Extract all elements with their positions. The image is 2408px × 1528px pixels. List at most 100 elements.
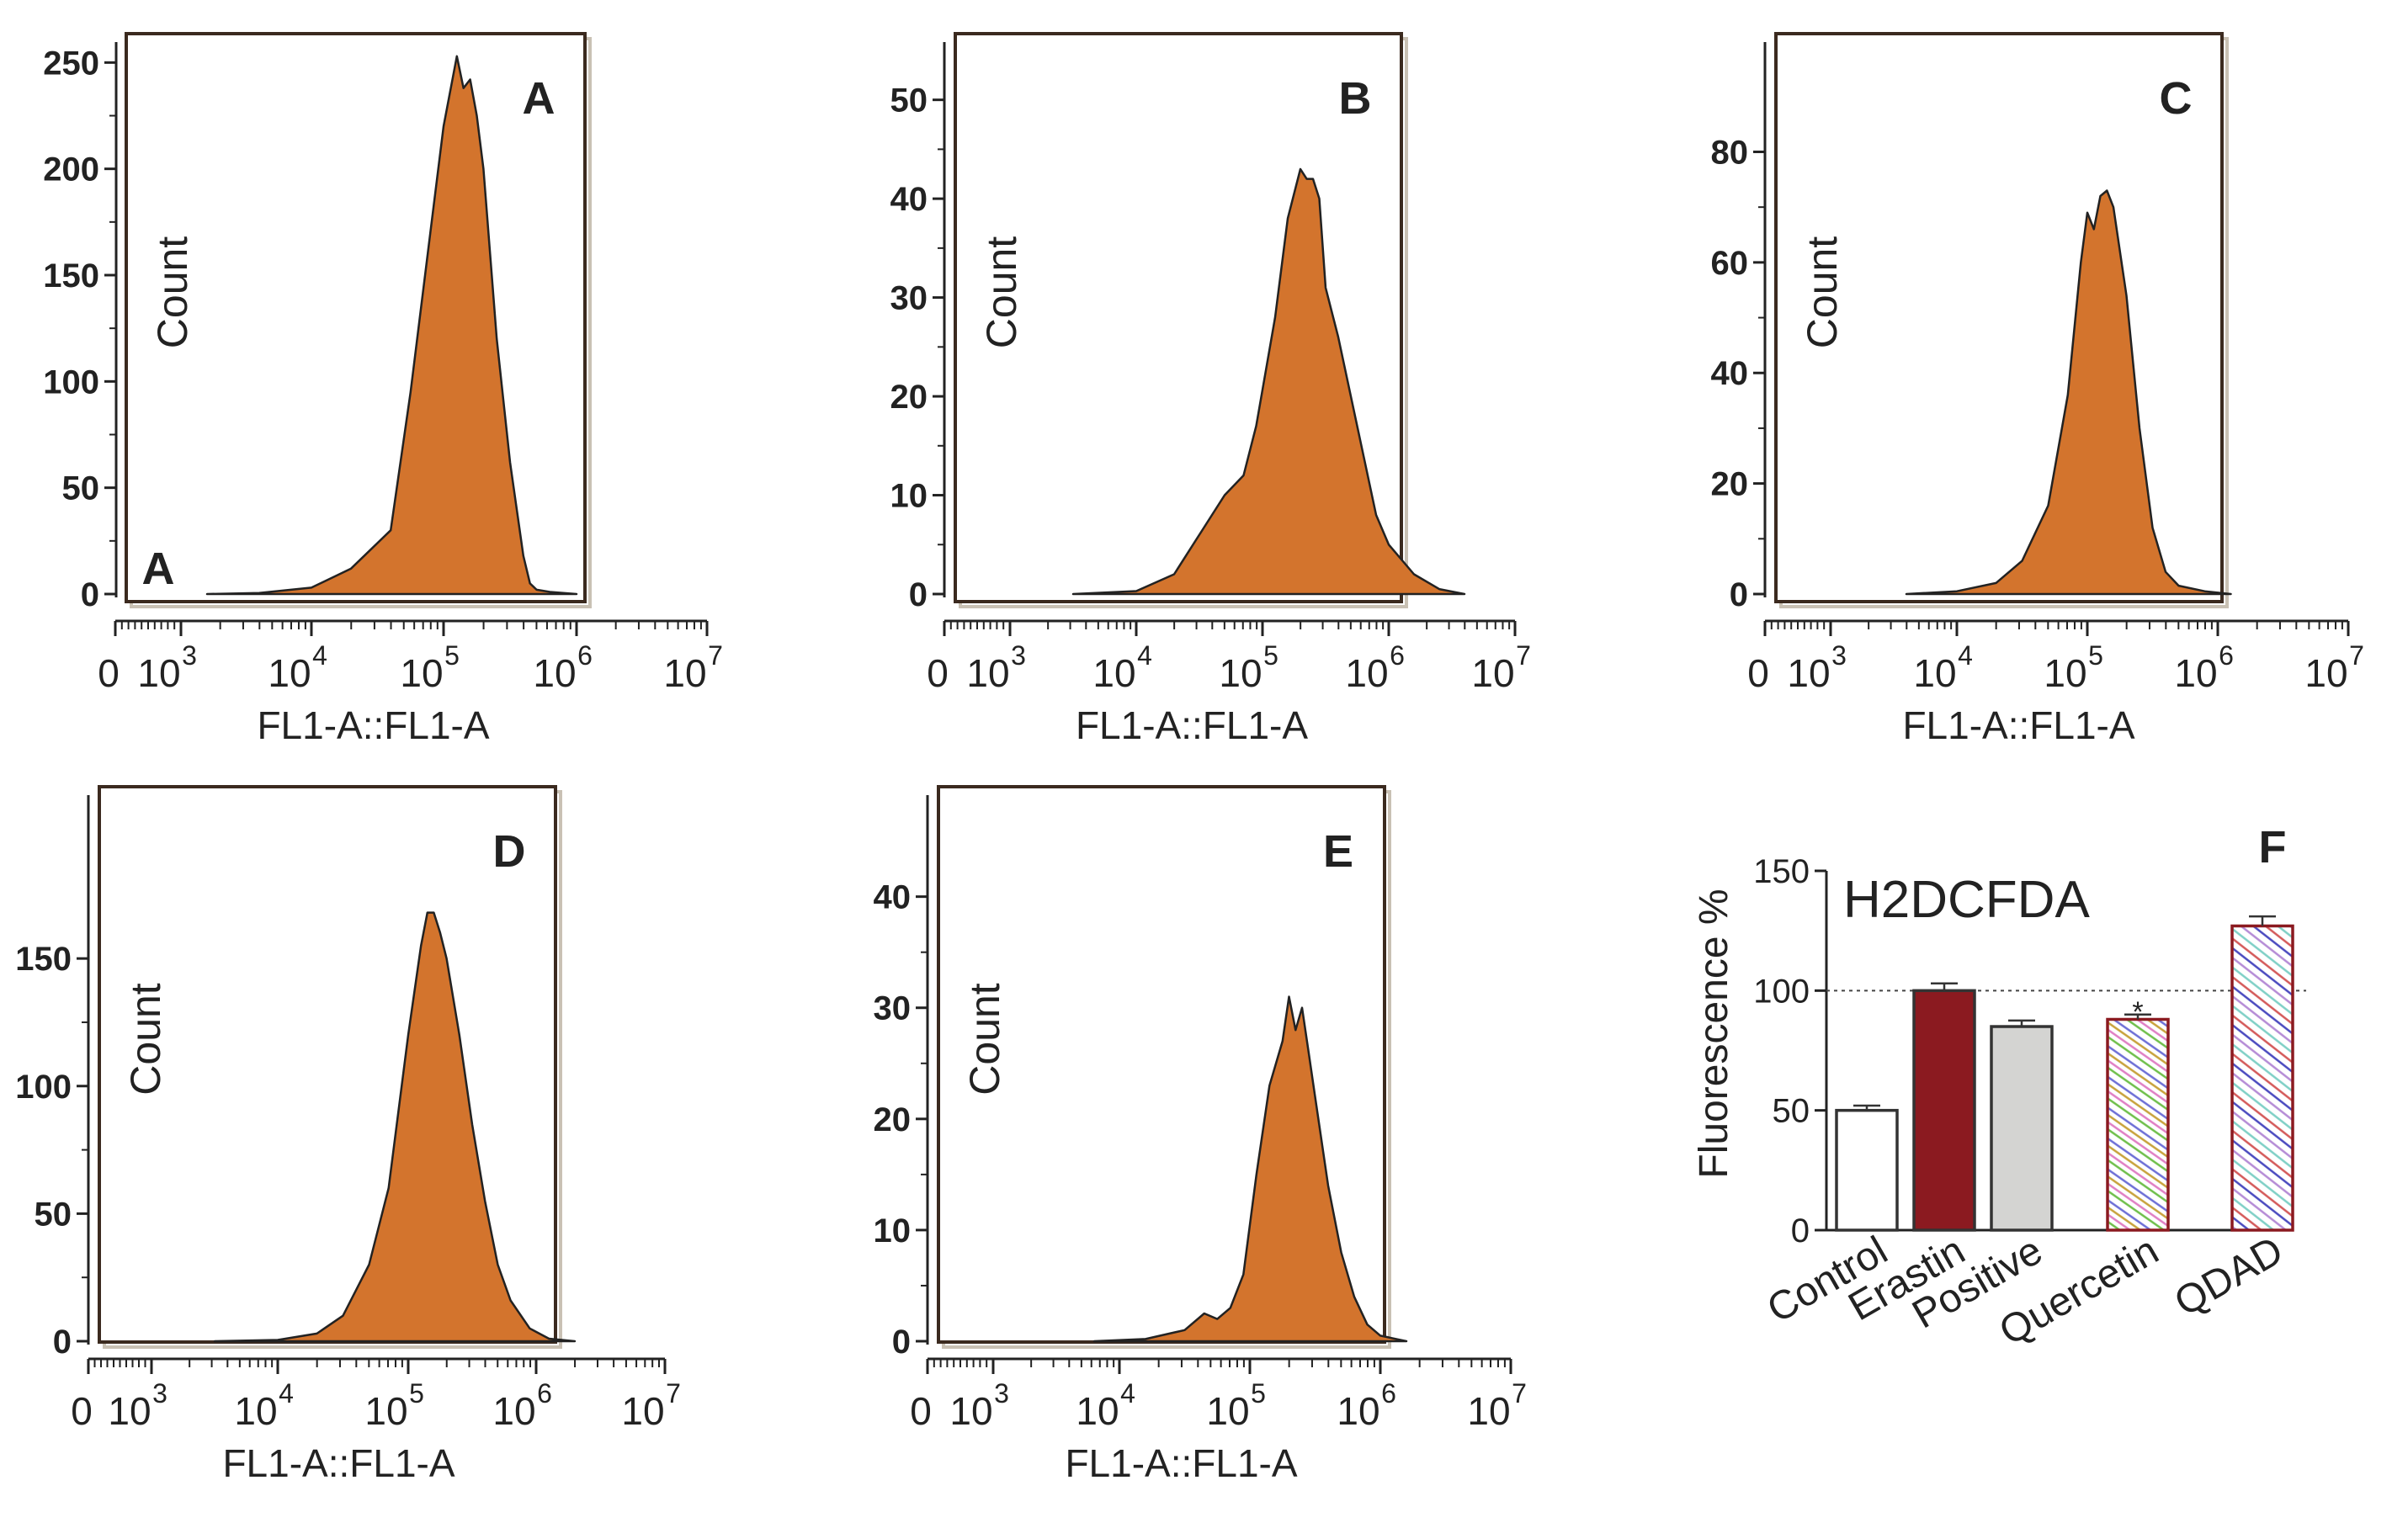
panel-label: B	[1339, 73, 1372, 124]
panel-label: D	[493, 826, 526, 877]
y-tick-label: 30	[890, 280, 928, 317]
y-tick-label: 50	[62, 470, 100, 507]
panel-label: A	[523, 73, 555, 124]
y-tick-label: 150	[15, 941, 72, 978]
y-axis-label: Fluorescence %	[1692, 889, 1736, 1178]
x-tick-label: 10	[1076, 1389, 1119, 1433]
y-tick-label: 80	[1711, 134, 1749, 171]
y-tick-label: 40	[1711, 355, 1749, 392]
x-tick-exponent: 5	[2088, 640, 2103, 671]
panel-label: C	[2160, 73, 2193, 124]
x-tick-exponent: 7	[666, 1378, 681, 1409]
x-tick-exponent: 3	[182, 640, 197, 671]
x-tick-label: 10	[949, 1389, 992, 1433]
x-tick-exponent: 4	[1137, 640, 1152, 671]
x-tick-exponent: 7	[708, 640, 723, 671]
bar	[1912, 989, 1976, 1232]
y-axis-label: Count	[1799, 236, 1846, 349]
y-tick-label: 50	[1773, 1093, 1810, 1130]
x-tick-exponent: 3	[1831, 640, 1847, 671]
x-tick-exponent: 6	[537, 1378, 552, 1409]
y-tick-label: 10	[890, 478, 928, 515]
x-axis-label: FL1-A::FL1-A	[257, 703, 489, 747]
x-tick-exponent: 7	[1516, 640, 1531, 671]
x-tick-exponent: 5	[1263, 640, 1278, 671]
x-tick-label: 10	[1787, 651, 1830, 695]
y-tick-label: 150	[43, 257, 99, 294]
y-tick-label: 100	[15, 1069, 72, 1106]
x-tick-label: 10	[2304, 651, 2347, 695]
x-tick-exponent: 3	[152, 1378, 167, 1409]
x-tick-label: 10	[400, 651, 443, 695]
x-tick-label: 10	[533, 651, 576, 695]
x-tick-exponent: 6	[1390, 640, 1405, 671]
histogram-area	[205, 55, 578, 596]
x-tick-label: 10	[364, 1389, 407, 1433]
x-tick-exponent: 6	[577, 640, 593, 671]
x-tick-exponent: 5	[1251, 1378, 1266, 1409]
y-tick-label: 20	[890, 379, 928, 416]
bar	[1835, 1108, 1899, 1232]
x-tick-label: 10	[966, 651, 1009, 695]
x-tick-label: 10	[1206, 1389, 1249, 1433]
x-tick-label: 10	[234, 1389, 277, 1433]
x-tick-exponent: 4	[312, 640, 327, 671]
panel-label: F	[2259, 822, 2287, 873]
y-tick-label: 100	[43, 363, 99, 401]
y-axis-label: Count	[978, 236, 1025, 349]
y-axis-label: Count	[122, 983, 169, 1096]
histogram-area	[1905, 189, 2232, 596]
bar	[2230, 924, 2294, 1232]
x-tick-exponent: 3	[1011, 640, 1026, 671]
x-tick-label: 10	[621, 1389, 664, 1433]
x-tick-label: 10	[137, 651, 180, 695]
y-tick-label: 0	[909, 576, 928, 613]
y-tick-label: 50	[35, 1196, 72, 1233]
y-tick-label: 20	[1711, 466, 1749, 503]
x-tick-label: 10	[492, 1389, 535, 1433]
x-tick-label: 10	[663, 651, 706, 695]
y-tick-label: 10	[874, 1212, 912, 1249]
y-tick-label: 0	[892, 1324, 911, 1361]
histogram-area	[1092, 995, 1408, 1343]
y-tick-label: 60	[1711, 245, 1749, 282]
x-tick-exponent: 7	[1512, 1378, 1527, 1409]
y-tick-label: 100	[1753, 973, 1810, 1010]
x-tick-exponent: 5	[444, 640, 460, 671]
x-category-label: QDAD	[2167, 1228, 2291, 1325]
y-tick-label: 30	[874, 990, 912, 1027]
y-tick-label: 0	[53, 1324, 72, 1361]
x-tick-label: 10	[1345, 651, 1388, 695]
chart-title: H2DCFDA	[1843, 871, 2090, 929]
x-tick-label: 10	[2044, 651, 2086, 695]
x-tick-label: 10	[1471, 651, 1514, 695]
x-tick-exponent: 4	[1958, 640, 1973, 671]
x-tick-exponent: 7	[2349, 640, 2364, 671]
y-tick-label: 20	[874, 1101, 912, 1138]
corner-label: A	[142, 544, 175, 594]
x-tick-label: 10	[1337, 1389, 1379, 1433]
x-tick-exponent: 4	[1120, 1378, 1135, 1409]
y-tick-label: 250	[43, 45, 99, 82]
y-tick-label: 0	[1791, 1212, 1810, 1249]
x-tick-label: 0	[927, 651, 949, 695]
significance-annotation: *	[2132, 996, 2143, 1028]
x-tick-label: 10	[1913, 651, 1956, 695]
x-tick-label: 0	[71, 1389, 93, 1433]
x-tick-label: 10	[2174, 651, 2217, 695]
bar	[1990, 1025, 2054, 1232]
x-tick-exponent: 5	[409, 1378, 424, 1409]
x-tick-exponent: 4	[279, 1378, 294, 1409]
x-tick-label: 0	[98, 651, 120, 695]
x-tick-label: 10	[1467, 1389, 1510, 1433]
histogram-area	[1071, 167, 1466, 596]
y-tick-label: 40	[890, 181, 928, 218]
x-tick-label: 10	[268, 651, 311, 695]
y-axis-label: Count	[149, 236, 196, 349]
